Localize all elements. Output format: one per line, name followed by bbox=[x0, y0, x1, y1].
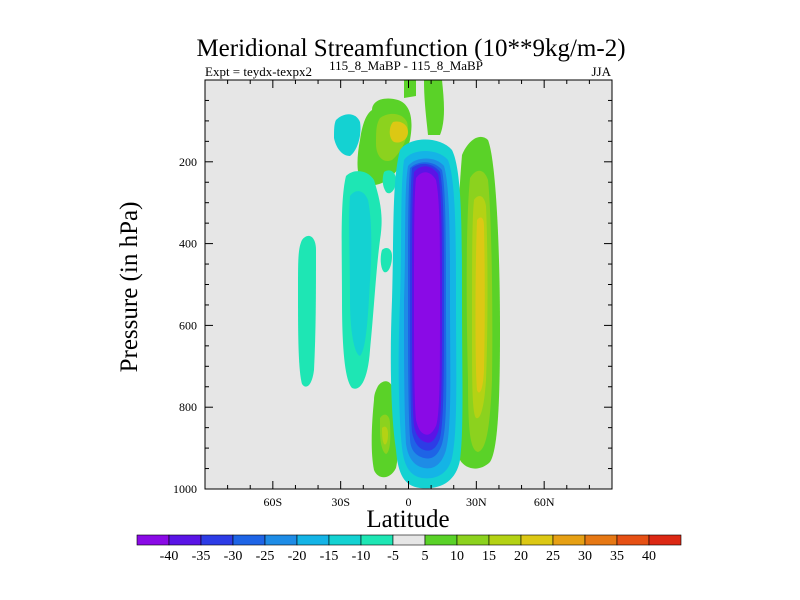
colorbar-label: -40 bbox=[160, 549, 179, 564]
subtitle-center: 115_8_MaBP - 115_8_MaBP bbox=[329, 58, 483, 73]
x-tick-label: 30S bbox=[331, 495, 350, 509]
colorbar-label: -20 bbox=[288, 549, 307, 564]
colorbar-label: 20 bbox=[514, 549, 528, 564]
contour-strat-col-a bbox=[404, 80, 416, 98]
colorbar-swatch bbox=[360, 534, 394, 546]
colorbar-swatch bbox=[616, 534, 650, 546]
colorbar-swatch bbox=[328, 534, 362, 546]
colorbar-swatch bbox=[584, 534, 618, 546]
colorbar-swatch bbox=[488, 534, 522, 546]
x-axis-label: Latitude bbox=[366, 506, 449, 533]
contour-core-40 bbox=[414, 172, 440, 435]
colorbar-label: 35 bbox=[610, 549, 624, 564]
subtitle-left: Expt = teydx-texpx2 bbox=[205, 64, 312, 79]
colorbar-label: -15 bbox=[320, 549, 339, 564]
contour-south-pos-20 bbox=[382, 426, 388, 445]
colorbar-label: -5 bbox=[387, 549, 399, 564]
colorbar-label: -35 bbox=[192, 549, 211, 564]
y-tick-label: 200 bbox=[179, 155, 197, 169]
contour-strat-20 bbox=[389, 121, 408, 143]
contour-north-20 bbox=[475, 217, 485, 393]
colorbar-swatch bbox=[232, 534, 266, 546]
colorbar-swatch bbox=[264, 534, 298, 546]
colorbar-label: -10 bbox=[352, 549, 371, 564]
contour-upper-neg-b bbox=[380, 248, 392, 273]
colorbar-swatch bbox=[136, 534, 170, 546]
y-axis-label: Pressure (in hPa) bbox=[116, 202, 143, 373]
colorbar-label: 25 bbox=[546, 549, 560, 564]
subtitle-right: JJA bbox=[591, 64, 611, 79]
colorbar-swatch bbox=[520, 534, 554, 546]
colorbar-swatch bbox=[200, 534, 234, 546]
colorbar-label: -25 bbox=[256, 549, 275, 564]
x-axis: 60S 30S 0 30N 60N bbox=[204, 80, 613, 509]
x-tick-label: 60S bbox=[263, 495, 282, 509]
contour-strat-col-b bbox=[424, 80, 444, 135]
colorbar-swatch bbox=[392, 534, 426, 546]
colorbar-label: 5 bbox=[422, 549, 429, 564]
colorbar-swatch bbox=[648, 534, 682, 546]
chart-title: Meridional Streamfunction (10**9kg/m-2) bbox=[196, 35, 625, 62]
x-tick-label: 30N bbox=[466, 495, 487, 509]
colorbar-label: -30 bbox=[224, 549, 243, 564]
contour-upper-neg-a bbox=[334, 114, 361, 156]
colorbar-swatch bbox=[456, 534, 490, 546]
contour-fills bbox=[298, 80, 500, 489]
colorbar-label: 15 bbox=[482, 549, 496, 564]
colorbar-swatch bbox=[168, 534, 202, 546]
colorbar-label: 30 bbox=[578, 549, 592, 564]
x-tick-label: 60N bbox=[534, 495, 555, 509]
colorbar-label: 40 bbox=[642, 549, 656, 564]
contour-upper-neg-c bbox=[382, 170, 396, 194]
colorbar-swatch bbox=[424, 534, 458, 546]
y-tick-label: 600 bbox=[179, 318, 197, 332]
contour-south-neg-10 bbox=[349, 191, 372, 356]
colorbar-swatch bbox=[296, 534, 330, 546]
x-tick-label: 0 bbox=[406, 495, 412, 509]
y-tick-label: 1000 bbox=[173, 482, 197, 496]
colorbar-label: 10 bbox=[450, 549, 464, 564]
colorbar-swatch bbox=[552, 534, 586, 546]
y-tick-label: 800 bbox=[179, 400, 197, 414]
y-tick-label: 400 bbox=[179, 237, 197, 251]
colorbar: -40 -35 -30 -25 -20 -15 -10 -5 5 10 15 20 25 30 35 40 bbox=[136, 534, 682, 564]
contour-midlat-neg bbox=[298, 235, 316, 387]
y-axis: 200 400 600 800 1000 bbox=[173, 79, 612, 496]
